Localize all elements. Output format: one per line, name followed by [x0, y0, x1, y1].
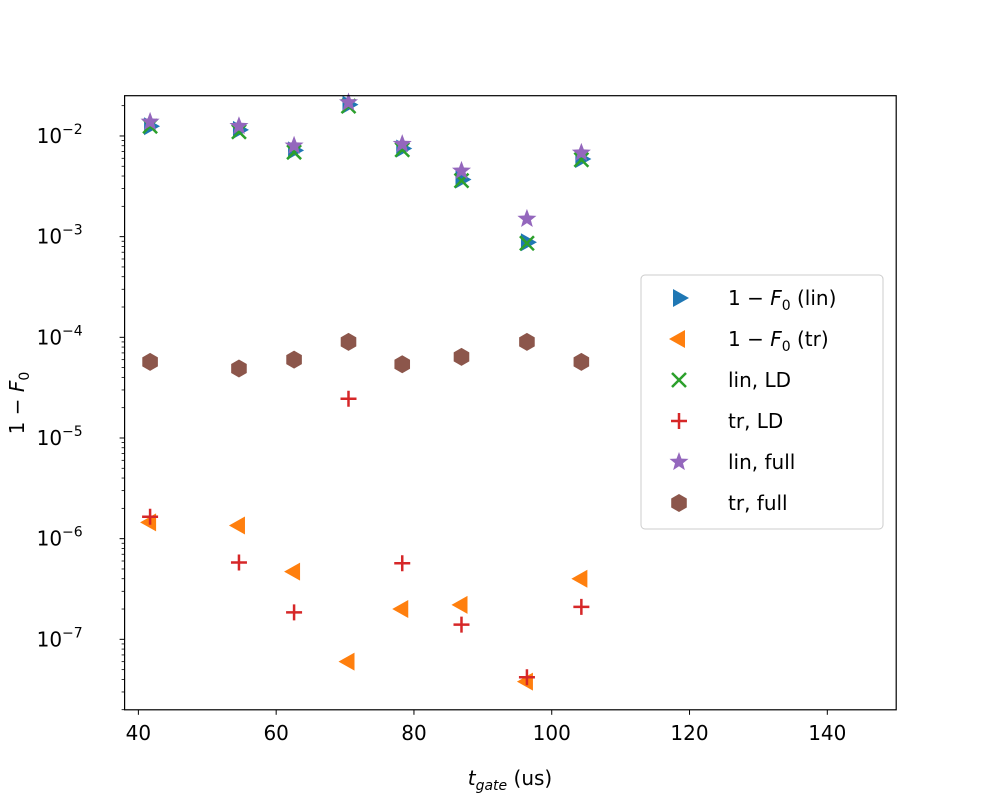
data-point-trld: [230, 554, 247, 571]
y-tick-label: 10−3: [37, 223, 83, 249]
data-point-tr: [228, 516, 245, 535]
legend-label-tr: 1 − F0 (tr): [728, 327, 829, 355]
data-point-linfull: [392, 134, 412, 153]
x-tick-label: 140: [808, 721, 846, 745]
y-tick-label: 10−5: [37, 424, 83, 450]
data-point-trld: [340, 390, 357, 407]
data-point-linld: [231, 123, 247, 140]
legend-box: [640, 274, 884, 530]
data-point-linfull: [140, 111, 160, 130]
data-point-linfull: [284, 135, 304, 154]
data-point-linld: [519, 235, 535, 252]
data-point-trfull: [573, 352, 590, 371]
data-point-linld: [573, 151, 590, 168]
legend-label-linld: lin, LD: [728, 368, 791, 392]
legend: 1 − F0 (lin) 1 − F0 (tr) lin, LD tr, LD lin,…: [640, 274, 884, 530]
x-tick-label: 120: [670, 721, 708, 745]
data-point-trfull: [453, 347, 470, 366]
data-point-trfull: [142, 352, 158, 371]
legend-marker-linld: [671, 372, 687, 388]
data-point-tr: [284, 562, 301, 581]
data-point-trfull: [286, 350, 302, 369]
legend-marker-trfull: [671, 494, 687, 512]
data-point-linfull: [229, 116, 249, 135]
legend-marker-tr: [669, 330, 685, 348]
y-axis-label: 1 − F0: [5, 372, 33, 435]
data-point-tr: [338, 652, 355, 671]
y-tick-label: 10−7: [37, 625, 83, 651]
x-tick-label: 100: [533, 721, 571, 745]
data-point-trld: [573, 598, 590, 615]
data-point-linld: [394, 141, 411, 158]
data-point-trfull: [231, 359, 247, 378]
legend-label-lin: 1 − F0 (lin): [728, 286, 836, 314]
legend-label-linfull: lin, full: [728, 450, 795, 474]
data-point-trld: [453, 616, 470, 633]
y-tick-label: 10−2: [37, 122, 83, 148]
data-point-trld: [518, 669, 535, 686]
data-point-trfull: [394, 355, 411, 374]
data-point-trfull: [519, 332, 535, 351]
legend-marker-linfull: [669, 452, 689, 471]
data-point-linfull: [517, 208, 537, 227]
y-tick-label: 10−4: [37, 323, 83, 349]
x-tick-label: 40: [126, 721, 151, 745]
data-point-tr: [451, 595, 468, 614]
legend-marker-trld: [671, 413, 687, 429]
data-point-tr: [392, 600, 409, 619]
data-point-tr: [571, 569, 588, 588]
data-point-trld: [394, 555, 411, 572]
data-point-linld: [286, 144, 302, 161]
data-point-linfull: [571, 142, 591, 161]
legend-label-trld: tr, LD: [728, 409, 783, 433]
data-markers: [140, 92, 592, 691]
x-axis-ticks: 40 60 80 100 120 140: [126, 709, 846, 745]
x-axis-label: tgate (us): [468, 766, 552, 794]
data-point-linfull: [338, 92, 359, 111]
y-axis-ticks: 10−7 10−6 10−5 10−4 10−3 10−2: [37, 105, 125, 711]
x-tick-label: 60: [263, 721, 288, 745]
data-point-trld: [286, 604, 303, 621]
x-tick-label: 80: [401, 721, 426, 745]
y-tick-label: 10−6: [37, 525, 83, 551]
data-point-linfull: [451, 160, 471, 179]
data-point-trfull: [340, 332, 357, 351]
data-point-trld: [142, 508, 159, 525]
plot-frame: [123, 95, 897, 711]
legend-marker-lin: [673, 289, 689, 307]
legend-label-trfull: tr, full: [728, 491, 788, 515]
